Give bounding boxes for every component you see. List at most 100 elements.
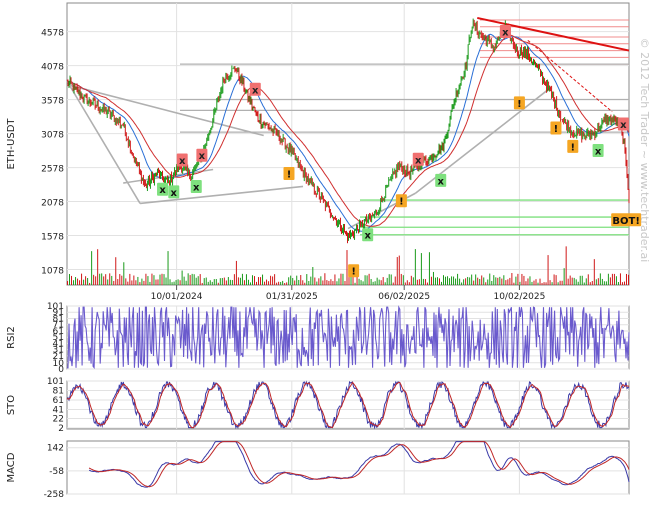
volume-bar [123, 262, 125, 285]
signal-marker-alert [348, 264, 360, 278]
volume-bar [117, 279, 119, 285]
y-tick-label: 3578 [41, 97, 64, 107]
volume-bar [193, 274, 195, 285]
volume-bar [231, 280, 233, 285]
volume-bar [426, 282, 428, 285]
signal-marker-label: ! [554, 124, 559, 135]
volume-bar [603, 281, 605, 285]
volume-bar [233, 274, 235, 285]
volume-bar [169, 279, 171, 285]
volume-bar [133, 275, 135, 285]
volume-bar [201, 282, 203, 285]
volume-bar [189, 275, 191, 285]
y-tick-label: 4078 [41, 63, 64, 73]
volume-bar [258, 277, 260, 285]
volume-bar [348, 276, 350, 285]
volume-bar [497, 277, 499, 285]
volume-bar [438, 278, 440, 285]
volume-bar [221, 277, 223, 285]
volume-bar [109, 273, 111, 285]
volume-bar [440, 281, 442, 285]
signal-marker-label: ! [517, 99, 522, 110]
volume-bar [396, 257, 398, 285]
signal-marker-label: x [595, 146, 602, 157]
volume-bar [107, 279, 109, 285]
volume-bar [177, 279, 179, 285]
volume-bar [308, 281, 310, 285]
volume-bar [165, 277, 167, 285]
macd-line [89, 441, 630, 488]
y-tick-label: 142 [47, 444, 64, 454]
volume-bar [463, 279, 465, 285]
volume-bar [155, 279, 157, 285]
volume-bar [477, 277, 479, 285]
volume-bar [99, 273, 101, 285]
volume-bar [376, 277, 378, 285]
signal-marker-sell [249, 82, 261, 96]
volume-bar [449, 278, 451, 285]
axis-label-sto: STO [6, 395, 17, 415]
volume-bar [581, 275, 583, 285]
volume-bar [605, 281, 607, 285]
volume-bar [235, 260, 237, 285]
signal-marker-alert [550, 121, 562, 135]
trend-line [123, 168, 214, 184]
volume-bar [253, 276, 255, 285]
volume-bar [545, 282, 547, 285]
volume-bar [312, 267, 314, 285]
axis-label-eth-usdt: ETH-USDT [6, 118, 17, 170]
volume-bar [443, 275, 445, 285]
volume-bar [380, 280, 382, 285]
volume-bar [378, 279, 380, 285]
signal-marker-buy [168, 185, 180, 199]
volume-bar [316, 281, 318, 285]
volume-bar [139, 282, 141, 285]
volume-bar [543, 282, 545, 285]
volume-bar [171, 282, 173, 285]
y-tick-label: 2078 [41, 199, 64, 209]
signal-marker-buy [592, 143, 604, 157]
volume-bar [561, 280, 563, 285]
volume-bar [147, 276, 149, 285]
volume-bar [523, 275, 525, 285]
signal-marker-alert [567, 139, 579, 153]
volume-bar [533, 280, 535, 285]
volume-bar [278, 281, 280, 285]
volume-bar [161, 273, 163, 285]
volume-bar [627, 274, 629, 285]
volume-bar [382, 277, 384, 285]
y-tick-label: 0 [58, 365, 64, 375]
signal-marker-buy [157, 182, 169, 196]
volume-bar [127, 281, 129, 285]
volume-bar [422, 278, 424, 285]
volume-bar [358, 278, 360, 285]
volume-bar [565, 246, 567, 285]
volume-bar [555, 275, 557, 285]
volume-bar [356, 274, 358, 285]
y-tick-label: 21 [53, 352, 64, 362]
volume-bar [362, 281, 364, 285]
volume-bar [75, 277, 77, 285]
volume-bar [557, 282, 559, 285]
volume-bar [575, 279, 577, 285]
signal-marker-buy [362, 228, 374, 242]
y-tick-label: 31 [53, 346, 64, 356]
volume-bar [457, 273, 459, 285]
volume-bar [203, 278, 205, 285]
volume-bar [153, 275, 155, 285]
volume-bar [213, 279, 215, 285]
volume-bar [537, 282, 539, 285]
volume-bar [223, 277, 225, 285]
y-tick-label: 4578 [41, 29, 64, 39]
volume-bar [332, 281, 334, 285]
signal-marker-label: x [179, 156, 186, 167]
volume-bar [187, 273, 189, 285]
signal-marker-label: x [364, 231, 371, 242]
axis-label-macd: MACD [6, 452, 17, 482]
volume-bar [119, 274, 121, 285]
volume-bar [330, 279, 332, 285]
y-tick-label: 2578 [41, 165, 64, 175]
volume-bar [97, 249, 99, 285]
